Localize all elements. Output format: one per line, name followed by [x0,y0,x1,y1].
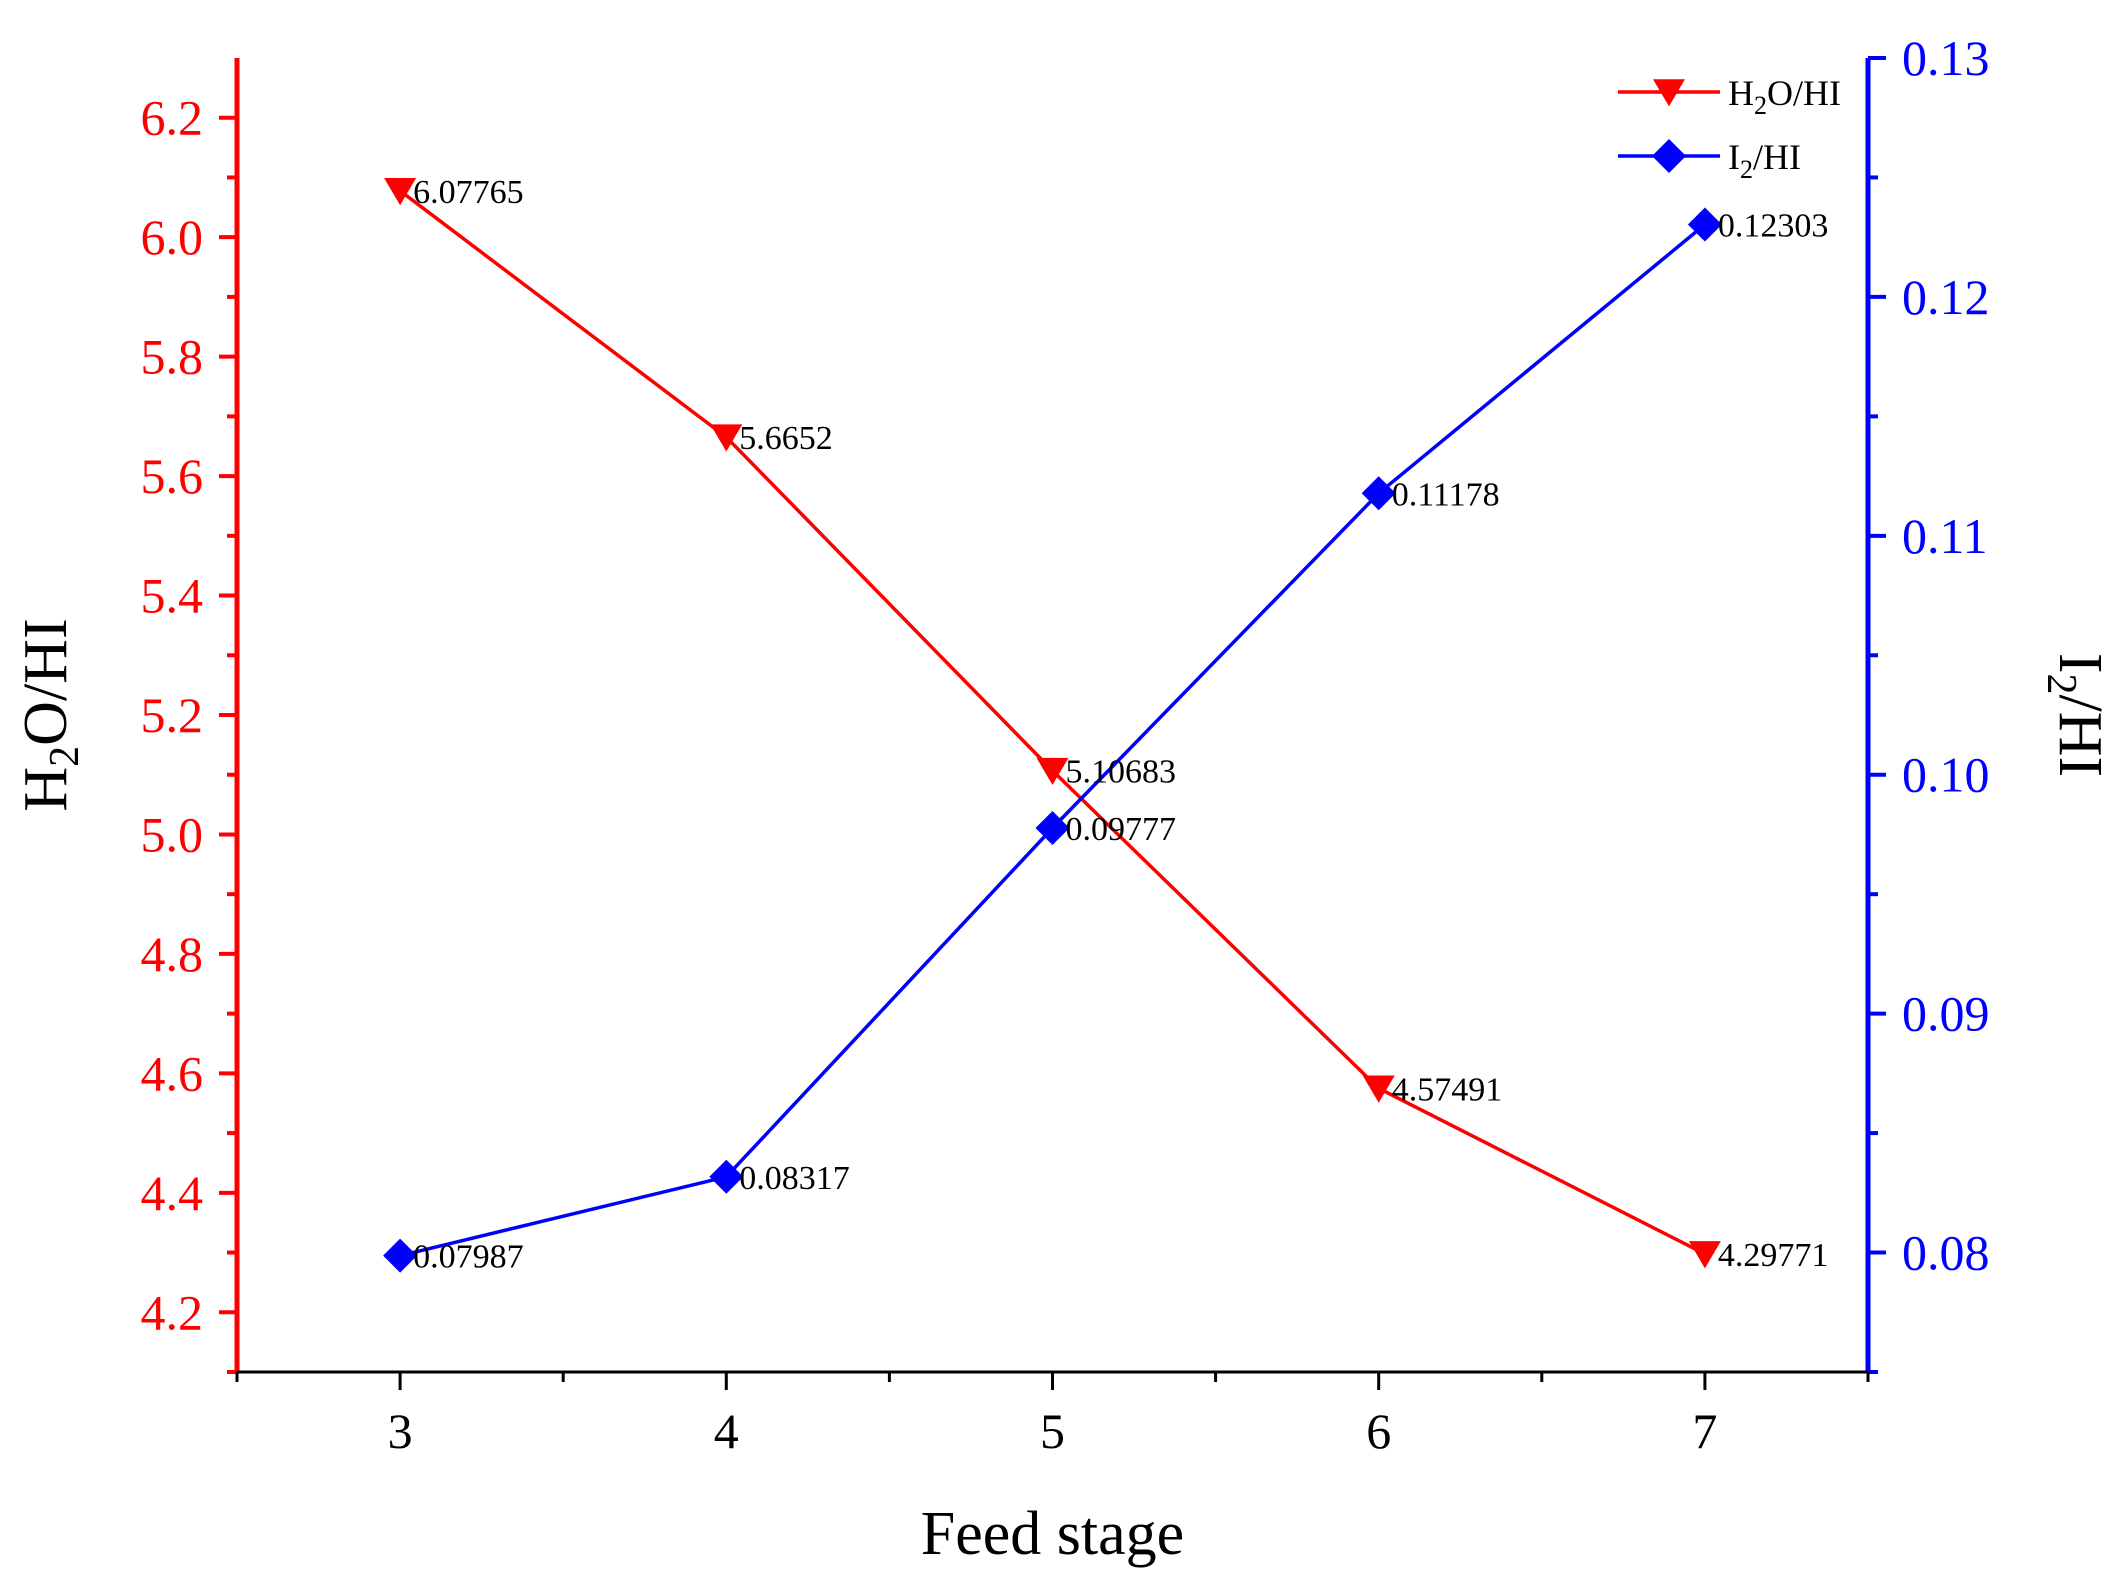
series-line-0 [399,189,1706,1256]
x-tick-label: 3 [388,1403,413,1459]
series-0-data-label: 5.6652 [739,420,833,457]
series-1-data-label: 0.09777 [1066,811,1177,848]
series-0-data-label: 6.07765 [413,174,523,211]
x-tick-label: 4 [714,1403,739,1459]
legend-marker-1 [1652,139,1686,173]
series-line-1 [399,223,1707,1258]
left-tick-label: 5.8 [141,329,204,385]
left-tick-label: 6.0 [141,209,204,265]
x-axis-title: Feed stage [921,1500,1184,1568]
legend-label-0: H2O/HI [1728,73,1841,120]
series-1-data-label: 0.07987 [413,1239,523,1276]
left-tick-label: 5.6 [141,448,204,504]
x-tick-label: 6 [1366,1403,1391,1459]
left-tick-label: 5.2 [141,687,204,743]
series-1-data-label: 0.12303 [1718,208,1829,245]
right-axis-title: I2/HI [2038,653,2113,777]
x-tick-label: 5 [1040,1403,1065,1459]
left-tick-label: 4.4 [141,1165,204,1221]
series-0-point [384,178,417,206]
series-0-point [1036,757,1069,786]
right-tick-label: 0.09 [1902,986,1990,1042]
left-tick-label: 5.4 [141,568,204,624]
right-tick-label: 0.10 [1902,747,1990,803]
right-tick-label: 0.11 [1902,508,1988,564]
series-1-data-label: 0.11178 [1392,476,1500,513]
left-tick-label: 4.8 [141,926,204,982]
legend-label-1: I2/HI [1728,137,1801,184]
left-axis-title: H2O/HI [12,618,88,811]
legend-marker-0 [1653,79,1685,107]
left-tick-label: 4.2 [141,1284,204,1340]
series-0-data-label: 5.10683 [1066,754,1177,791]
right-tick-label: 0.13 [1902,30,1990,86]
series-1-point [709,1159,744,1194]
series-1-point [1035,811,1070,846]
legend: H2O/HI I2/HI [1618,73,1841,184]
series-1-point [1687,207,1722,242]
left-tick-label: 6.2 [141,90,204,146]
labels-layer: 6.07765 5.6652 5.10683 4.57491 4.29771 0.0798… [413,174,1828,1276]
series-1-point [383,1238,418,1273]
right-tick-label: 0.12 [1902,269,1990,325]
right-tick-label: 0.08 [1902,1225,1990,1281]
axes-layer: 4.2 4.4 4.6 4.8 5.0 5.2 5.4 5.6 5.8 6.0 6.2 0.08 0.0… [12,30,2113,1568]
series-1-data-label: 0.08317 [739,1160,850,1197]
series-0-data-label: 4.57491 [1392,1071,1503,1108]
series-0-point [1362,1075,1395,1103]
series-1-point [1361,476,1396,511]
series-layer [383,178,1722,1273]
left-tick-label: 4.6 [141,1045,204,1101]
series-0-point [710,424,743,452]
x-tick-label: 7 [1692,1403,1717,1459]
series-0-data-label: 4.29771 [1718,1237,1829,1274]
series-0-point [1688,1241,1721,1269]
left-tick-label: 5.0 [141,806,204,862]
